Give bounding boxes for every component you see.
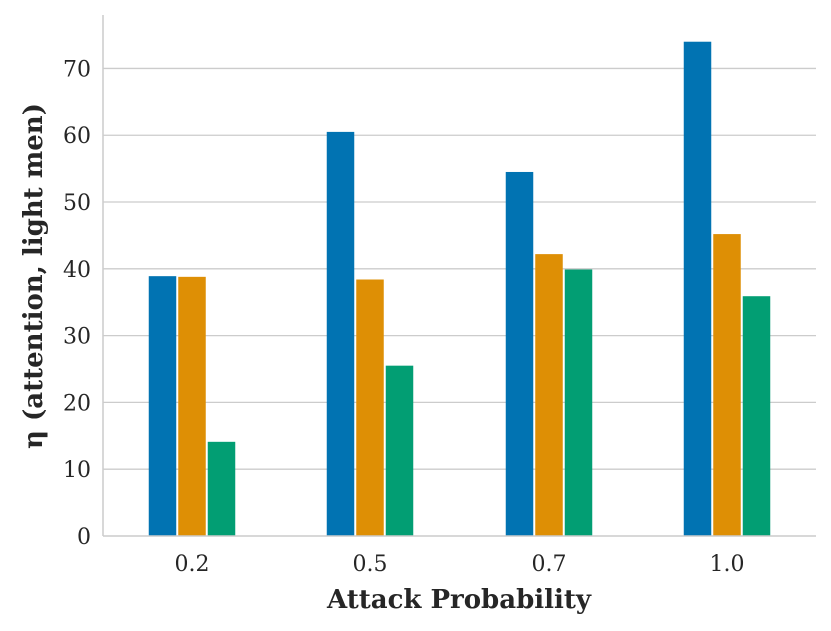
bar-0.2-series-1 (148, 276, 177, 536)
y-tick-label: 20 (63, 391, 91, 416)
bar-0.5-series-1 (326, 131, 355, 536)
x-axis-title: Attack Probability (326, 585, 592, 615)
bar-0.5-series-2 (356, 279, 384, 536)
bar-series-group (148, 41, 771, 537)
bar-0.7-series-3 (564, 269, 593, 536)
x-tick-label: 0.7 (532, 552, 567, 577)
bar-0.7-series-1 (505, 171, 534, 536)
y-tick-label: 70 (63, 57, 91, 82)
y-tick-label: 50 (63, 191, 91, 216)
y-tick-label: 30 (63, 325, 91, 350)
bar-1.0-series-2 (713, 234, 741, 537)
y-tick-label: 60 (63, 124, 91, 149)
y-gridlines (103, 67, 816, 470)
y-tick-label: 0 (77, 525, 91, 550)
y-axis-title: η (attention, light men) (19, 103, 49, 449)
bar-0.2-series-2 (178, 276, 206, 536)
bar-1.0-series-3 (742, 296, 771, 536)
bar-1.0-series-1 (683, 41, 712, 536)
bar-0.5-series-3 (385, 365, 414, 536)
bar-0.2-series-3 (207, 441, 236, 536)
x-tick-labels: 0.2 0.5 0.7 1.0 (175, 552, 745, 577)
x-tick-label: 0.2 (175, 552, 210, 577)
y-tick-label: 10 (63, 458, 91, 483)
x-tick-label: 1.0 (710, 552, 745, 577)
y-tick-labels: 0 10 20 30 40 50 60 70 (63, 57, 91, 550)
x-tick-label: 0.5 (353, 552, 388, 577)
y-tick-label: 40 (63, 258, 91, 283)
bar-0.7-series-2 (535, 254, 563, 536)
